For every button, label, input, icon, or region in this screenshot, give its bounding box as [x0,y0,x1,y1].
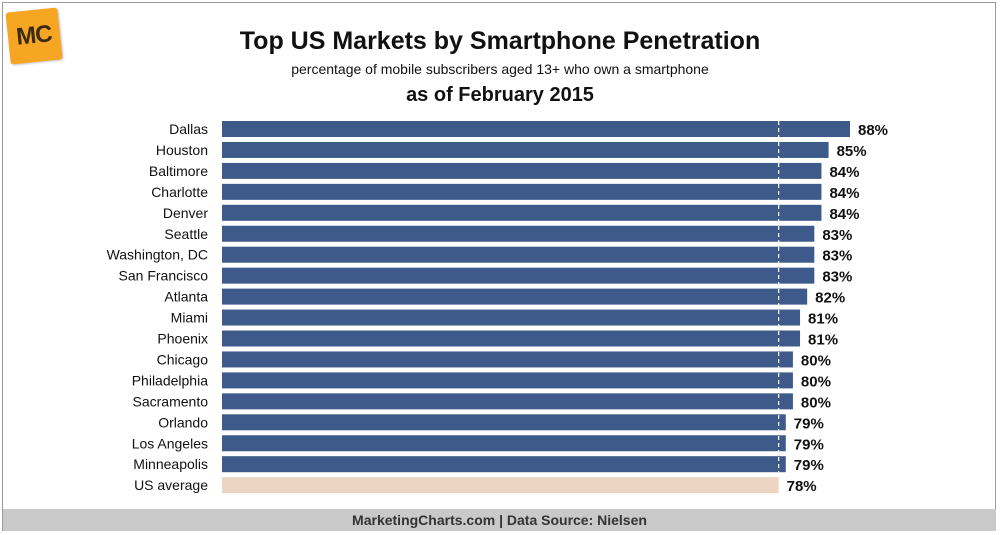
category-label-us-average: US average [134,477,208,493]
footer-source: MarketingCharts.com | Data Source: Niels… [3,509,996,531]
value-label-los-angeles: 79% [794,436,824,453]
value-label-san-francisco: 83% [822,269,852,286]
category-label-baltimore: Baltimore [149,163,208,179]
category-label-minneapolis: Minneapolis [133,456,208,472]
chart-title: Top US Markets by Smartphone Penetration [239,27,761,55]
value-label-miami: 81% [808,311,838,328]
value-label-washington-dc: 83% [822,248,852,265]
bar-seattle [222,225,815,242]
bar-los-angeles [222,435,786,452]
category-label-san-francisco: San Francisco [119,268,209,284]
category-label-orlando: Orlando [158,414,208,430]
value-label-baltimore: 84% [829,164,859,181]
value-label-atlanta: 82% [815,290,845,307]
value-label-charlotte: 84% [829,185,859,202]
value-label-dallas: 88% [858,122,888,139]
bar-charlotte [222,183,822,200]
value-label-us-average: 78% [787,478,817,495]
bar-denver [222,204,822,221]
bar-us-average [222,477,779,494]
bar-chart: Dallas 88% Houston 85% Baltimore 84% Charlotte… [107,121,888,495]
category-label-chicago: Chicago [157,351,209,367]
bar-minneapolis [222,456,786,473]
category-label-denver: Denver [163,205,208,221]
bar-chicago [222,351,793,368]
bar-washington-dc [222,246,815,263]
chart-subtitle: percentage of mobile subscribers aged 13… [291,61,709,77]
value-label-minneapolis: 79% [794,457,824,474]
bar-philadelphia [222,372,793,389]
category-label-philadelphia: Philadelphia [132,372,208,388]
category-label-washington-dc: Washington, DC [107,247,208,263]
category-label-sacramento: Sacramento [133,393,209,409]
value-label-philadelphia: 80% [801,373,831,390]
bar-dallas [222,121,850,137]
value-label-orlando: 79% [794,415,824,432]
bar-san-francisco [222,267,815,284]
bar-atlanta [222,288,808,305]
category-label-miami: Miami [171,310,208,326]
bar-baltimore [222,162,822,179]
bar-sacramento [222,393,793,410]
bar-miami [222,309,801,326]
bar-orlando [222,414,786,431]
category-label-phoenix: Phoenix [157,331,208,347]
value-label-denver: 84% [829,206,859,223]
bar-houston [222,141,829,158]
value-label-phoenix: 81% [808,332,838,349]
value-label-sacramento: 80% [801,394,831,411]
category-label-seattle: Seattle [164,226,208,242]
bar-phoenix [222,330,801,347]
category-label-los-angeles: Los Angeles [132,435,208,451]
chart-date-label: as of February 2015 [406,84,594,106]
value-label-chicago: 80% [801,352,831,369]
category-label-dallas: Dallas [169,121,208,137]
value-label-houston: 85% [837,143,867,160]
category-label-atlanta: Atlanta [164,289,208,305]
category-label-houston: Houston [156,142,208,158]
category-label-charlotte: Charlotte [151,184,208,200]
value-label-seattle: 83% [822,227,852,244]
